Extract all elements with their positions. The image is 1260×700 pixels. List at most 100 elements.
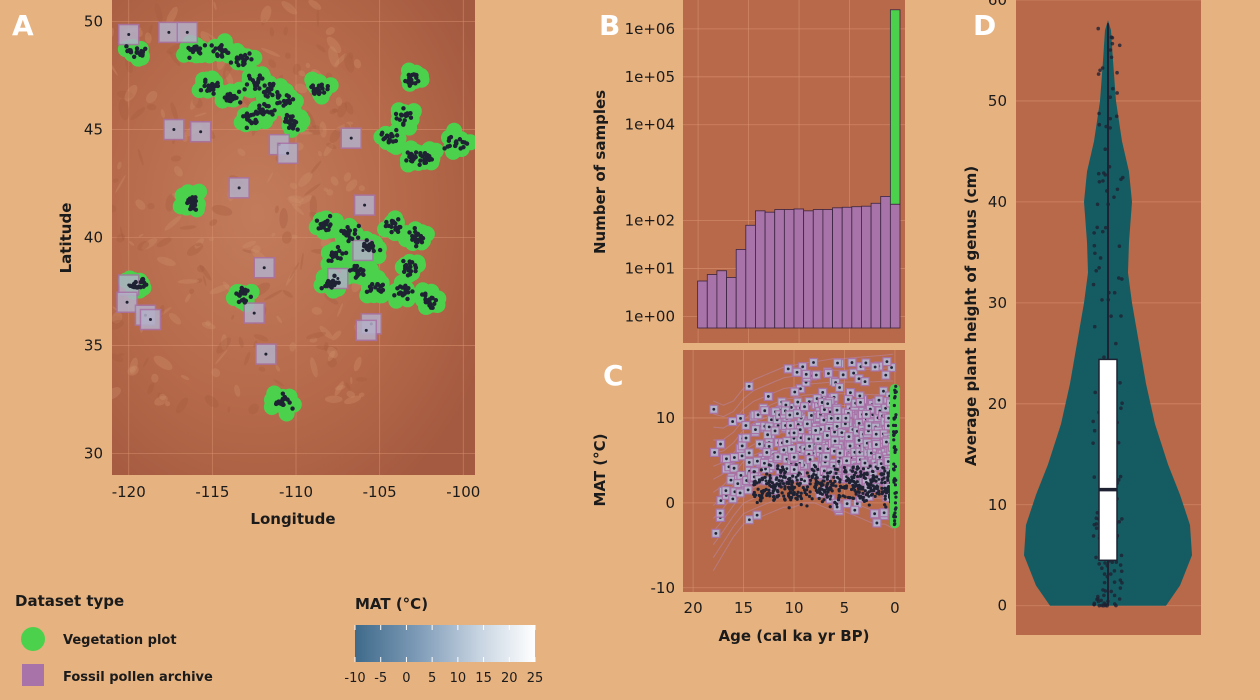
pollen-sample-point: [725, 457, 728, 461]
mat-sample-point: [883, 497, 887, 501]
mat-sample-point: [876, 466, 880, 471]
terrain-patch: [112, 59, 118, 76]
mat-sample-point: [795, 497, 799, 501]
panel-letter-b: B: [599, 9, 620, 42]
vegetation-site-point: [244, 115, 250, 120]
vegetation-sample-point: [893, 491, 897, 495]
violin-jitter-point: [1091, 419, 1095, 424]
mat-sample-point: [776, 464, 780, 468]
violin-y-ticks: 0 10 20 30 40 50 60: [988, 0, 1007, 615]
vegetation-site-point: [458, 146, 463, 151]
vegetation-site-point: [347, 268, 353, 273]
mat-sample-point: [842, 465, 847, 470]
violin-jitter-point: [1114, 603, 1118, 608]
mat-sample-point: [787, 477, 791, 481]
terrain-patch: [213, 1, 217, 11]
terrain-patch: [306, 331, 327, 340]
violin-jitter-point: [1097, 179, 1102, 184]
vegetation-site-point: [346, 238, 351, 244]
vegetation-site-point: [234, 59, 239, 65]
mat-colorbar-tick-label: -5: [374, 671, 387, 686]
pollen-site-point: [252, 311, 256, 315]
vegetation-site-point: [190, 195, 195, 200]
pollen-bar: [870, 202, 882, 329]
vegetation-site-point: [396, 291, 402, 296]
mat-sample-point: [852, 473, 856, 477]
violin-jitter-point: [1118, 563, 1123, 567]
mat-sample-point: [834, 484, 838, 488]
pollen-sample-point: [798, 428, 802, 432]
terrain-patch: [292, 63, 301, 75]
vegetation-site-point: [244, 125, 250, 131]
pollen-sample-point: [747, 461, 751, 464]
mat-sample-point: [882, 466, 886, 470]
terrain-patch: [316, 44, 326, 53]
mat-sample-point: [838, 478, 842, 482]
mat-sample-point: [812, 469, 816, 473]
terrain-patch: [170, 155, 182, 162]
terrain-patch: [324, 395, 343, 403]
pollen-sample-point: [885, 440, 888, 444]
vegetation-site-point: [342, 229, 347, 234]
vegetation-site-point: [314, 218, 320, 223]
terrain-patch: [194, 112, 207, 117]
mat-sample-point: [862, 473, 866, 477]
mat-sample-point: [833, 479, 837, 483]
vegetation-site-point: [260, 76, 265, 81]
vegetation-site-point: [287, 118, 293, 123]
terrain-patch: [294, 83, 308, 94]
vegetation-site-point: [134, 46, 140, 51]
mat-sample-point: [786, 485, 791, 489]
mat-colorbar-tick-label: 15: [475, 671, 492, 686]
pollen-sample-point: [835, 505, 839, 509]
pollen-sample-point: [732, 456, 736, 459]
mat-sample-point: [821, 479, 825, 483]
pollen-sample-point: [719, 499, 723, 502]
terrain-patch: [118, 353, 125, 356]
terrain-patch: [244, 351, 251, 366]
mat-sample-point: [880, 473, 884, 477]
terrain-patch: [215, 349, 228, 365]
pollen-sample-point: [714, 531, 718, 535]
mat-sample-point: [805, 485, 810, 489]
mat-sample-point: [869, 486, 873, 490]
terrain-patch: [309, 195, 318, 217]
mat-sample-point: [771, 491, 775, 495]
mat-sample-point: [825, 487, 829, 491]
vegetation-sample-point: [894, 448, 898, 452]
pollen-site-point: [199, 130, 203, 134]
mat-sample-point: [865, 491, 870, 495]
vegetation-site-point: [343, 250, 349, 256]
violin-jitter-point: [1092, 324, 1097, 329]
mat-sample-point: [761, 490, 765, 494]
pollen-site-point: [127, 33, 131, 37]
pollen-sample-point: [886, 424, 890, 428]
pollen-sample-point: [731, 420, 735, 423]
pollen-sample-point: [886, 460, 890, 463]
terrain-patch: [209, 219, 218, 226]
vegetation-site-point: [401, 269, 407, 274]
pollen-sample-point: [857, 421, 861, 425]
terrain-patch: [112, 27, 114, 38]
mat-sample-point: [790, 495, 794, 500]
vegetation-bar: [889, 9, 901, 205]
vegetation-site-point: [264, 109, 270, 114]
vegetation-site-point: [408, 115, 414, 120]
terrain-patch: [116, 233, 126, 243]
terrain-patch: [350, 376, 353, 385]
vegetation-site-point: [377, 247, 383, 253]
mat-sample-point: [856, 490, 860, 494]
vegetation-site-point: [410, 289, 415, 294]
panel-b: 1e+00 1e+01 1e+02 1e+04 1e+05 1e+06 Number of…: [591, 0, 905, 343]
vegetation-sample-point: [892, 522, 897, 527]
violin-jitter-point: [1094, 555, 1098, 560]
map-y-ticks: 30 35 40 45 50: [84, 13, 103, 463]
pollen-sample-point: [740, 454, 744, 458]
violin-jitter-point: [1091, 282, 1096, 287]
pollen-sample-point: [833, 430, 836, 434]
vegetation-sample-point: [894, 413, 898, 417]
terrain-patch: [242, 240, 257, 249]
histogram-y-tick-label: 1e+06: [625, 20, 675, 38]
vegetation-site-point: [430, 295, 435, 301]
mat-plot-y-tick-label: -10: [651, 579, 676, 597]
